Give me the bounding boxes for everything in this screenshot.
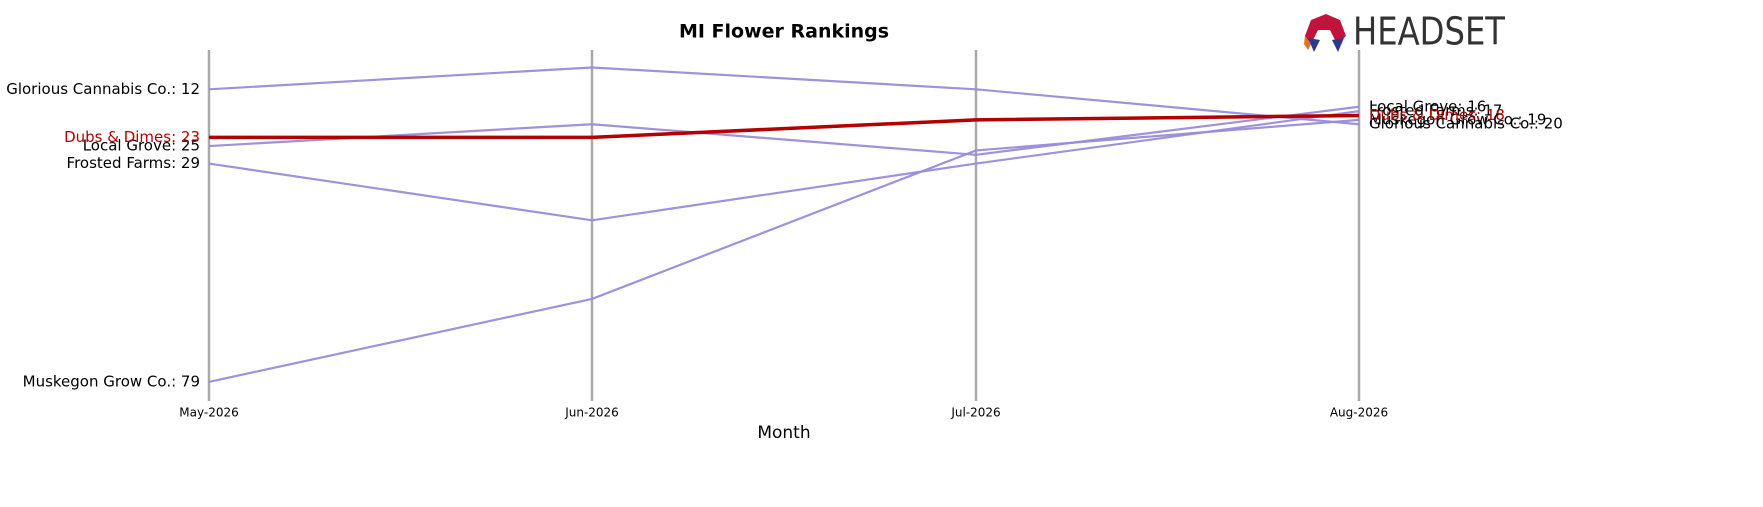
value-label: Glorious Cannabis Co.: 20 xyxy=(1369,115,1563,133)
value-label: Dubs & Dimes: 23 xyxy=(64,128,200,146)
logo-text: HEADSET xyxy=(1353,10,1506,54)
value-label: Frosted Farms: 29 xyxy=(67,154,200,172)
x-tick-label: Jun-2026 xyxy=(564,406,619,420)
value-label: Local Grove: 16 xyxy=(1369,97,1486,115)
value-label: Muskegon Grow Co.: 19 xyxy=(1369,110,1546,128)
value-label: Local Grove: 25 xyxy=(83,137,200,155)
logo-icon xyxy=(1332,38,1344,52)
logo: HEADSET xyxy=(1304,10,1506,54)
value-label: Glorious Cannabis Co.: 12 xyxy=(6,80,200,98)
logo-icon xyxy=(1304,36,1311,50)
x-axis-label: Month xyxy=(757,423,810,443)
x-tick-label: Jul-2026 xyxy=(950,406,1000,420)
x-tick-label: May-2026 xyxy=(179,406,238,420)
series-line xyxy=(208,66,1360,126)
logo-icon xyxy=(1308,38,1320,52)
x-tick-label: Aug-2026 xyxy=(1330,406,1388,420)
value-label: Muskegon Grow Co.: 79 xyxy=(23,372,200,390)
series-line xyxy=(208,105,1360,156)
chart-title: MI Flower Rankings xyxy=(679,21,889,43)
logo-icon xyxy=(1305,14,1346,44)
series-line xyxy=(208,118,1360,383)
value-label: Dubs & Dimes: 18 xyxy=(1369,106,1505,124)
highlight-line xyxy=(209,113,1360,140)
value-label: Frosted Farms: 17 xyxy=(1369,102,1502,120)
series-line xyxy=(208,110,1360,222)
